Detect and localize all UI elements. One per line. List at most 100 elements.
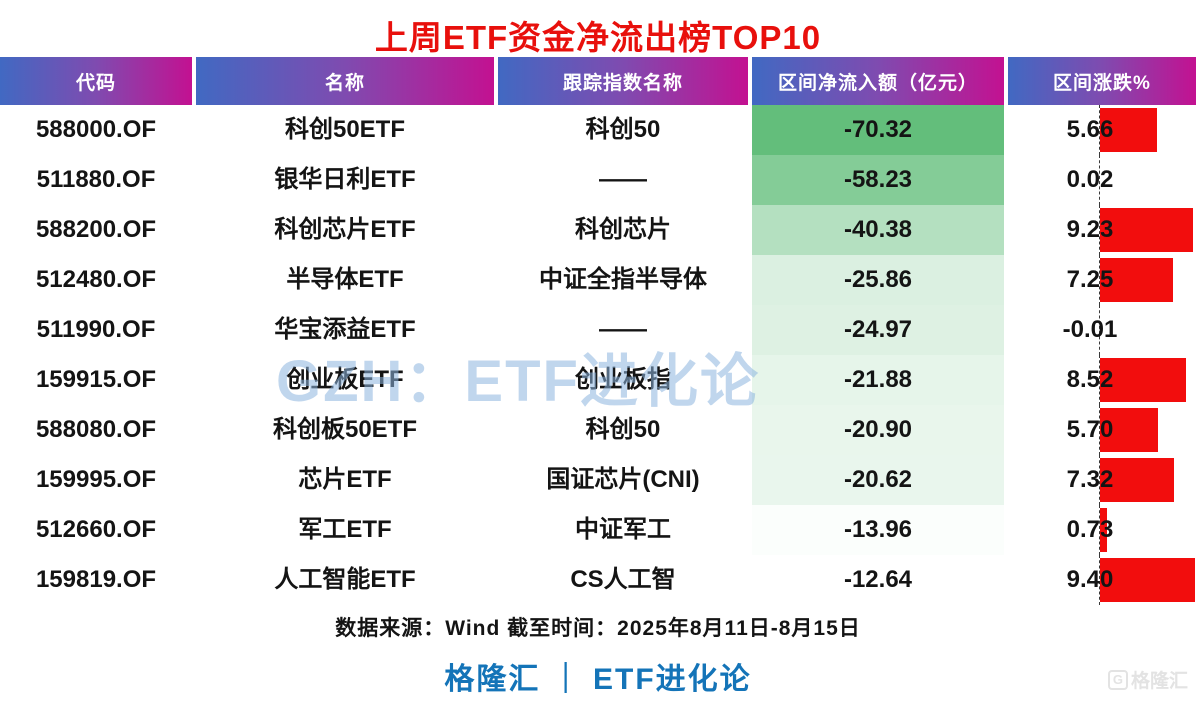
index-name-cell: —— <box>599 166 647 193</box>
code-cell: 512480.OF <box>35 266 157 293</box>
table-body: 588000.OF 科创50ETF 科创50 -70.32 5.66 51188… <box>0 105 1196 605</box>
table-row: 588080.OF 科创板50ETF 科创50 -20.90 5.70 <box>0 405 1196 455</box>
change-pct-label: 8.52 <box>1066 366 1114 393</box>
name-cell: 华宝添益ETF <box>274 316 416 343</box>
change-pct-label: 0.02 <box>1066 166 1114 193</box>
net-flow-cell: -21.88 <box>752 355 1004 405</box>
change-pct-cell: 9.40 <box>1008 555 1196 605</box>
table-row: 512660.OF 军工ETF 中证军工 -13.96 0.73 <box>0 505 1196 555</box>
name-cell: 半导体ETF <box>286 266 404 293</box>
net-flow-cell: -25.86 <box>752 255 1004 305</box>
name-cell: 人工智能ETF <box>274 566 416 593</box>
net-flow-cell: -40.38 <box>752 205 1004 255</box>
change-pct-cell: 5.70 <box>1008 405 1196 455</box>
table-row: 588000.OF 科创50ETF 科创50 -70.32 5.66 <box>0 105 1196 155</box>
table-row: 512480.OF 半导体ETF 中证全指半导体 -25.86 7.25 <box>0 255 1196 305</box>
table-row: 511990.OF 华宝添益ETF —— -24.97 -0.01 <box>0 305 1196 355</box>
zero-axis-line <box>1099 355 1100 405</box>
header-cell-3: 区间净流入额（亿元） <box>752 57 1004 105</box>
gelonghui-logo-text: 格隆汇 <box>1130 671 1188 692</box>
page-title: 上周ETF资金净流出榜TOP10 <box>374 19 822 56</box>
change-pct-cell: 9.23 <box>1008 205 1196 255</box>
change-pct-bar <box>1100 208 1194 252</box>
code-cell: 588080.OF <box>35 416 157 443</box>
index-name-cell: —— <box>599 316 647 343</box>
change-pct-cell: 0.73 <box>1008 505 1196 555</box>
code-cell: 159995.OF <box>35 466 157 493</box>
code-cell: 588000.OF <box>35 116 157 143</box>
header-cell-4: 区间涨跌% <box>1008 57 1196 105</box>
change-pct-bar <box>1100 358 1187 402</box>
zero-axis-line <box>1099 205 1100 255</box>
index-name-cell: 国证芯片(CNI) <box>546 466 700 493</box>
gelonghui-g-icon: G <box>1107 669 1128 690</box>
zero-axis-line <box>1099 305 1100 355</box>
zero-axis-line <box>1099 155 1100 205</box>
name-cell: 科创芯片ETF <box>274 216 416 243</box>
change-pct-label: 0.73 <box>1066 516 1114 543</box>
zero-axis-line <box>1099 555 1100 605</box>
index-name-cell: 中证军工 <box>575 516 671 543</box>
net-flow-cell: -20.62 <box>752 455 1004 505</box>
brand-footer: 格隆汇 ｜ ETF进化论 <box>444 663 752 696</box>
change-pct-bar <box>1100 258 1174 302</box>
change-pct-label: 7.25 <box>1066 266 1114 293</box>
change-pct-bar <box>1100 558 1195 602</box>
name-cell: 芯片ETF <box>298 466 392 493</box>
header-cell-2: 跟踪指数名称 <box>498 57 748 105</box>
change-pct-cell: 7.25 <box>1008 255 1196 305</box>
change-pct-label: -0.01 <box>1062 316 1118 343</box>
name-cell: 科创板50ETF <box>272 416 418 443</box>
change-pct-cell: -0.01 <box>1008 305 1196 355</box>
table-row: 159995.OF 芯片ETF 国证芯片(CNI) -20.62 7.32 <box>0 455 1196 505</box>
code-cell: 159819.OF <box>35 566 157 593</box>
net-flow-cell: -12.64 <box>752 555 1004 605</box>
change-pct-cell: 0.02 <box>1008 155 1196 205</box>
gelonghui-logo: G 格隆汇 <box>1107 666 1188 693</box>
index-name-cell: 中证全指半导体 <box>539 266 707 293</box>
change-pct-bar <box>1100 108 1158 152</box>
change-pct-cell: 5.66 <box>1008 105 1196 155</box>
net-flow-cell: -58.23 <box>752 155 1004 205</box>
code-cell: 511990.OF <box>36 316 156 343</box>
table-row: 588200.OF 科创芯片ETF 科创芯片 -40.38 9.23 <box>0 205 1196 255</box>
change-pct-cell: 7.32 <box>1008 455 1196 505</box>
code-cell: 512660.OF <box>35 516 157 543</box>
zero-axis-line <box>1099 405 1100 455</box>
net-flow-cell: -13.96 <box>752 505 1004 555</box>
change-pct-label: 9.23 <box>1066 216 1114 243</box>
zero-axis-line <box>1099 105 1100 155</box>
index-name-cell: 科创50 <box>585 116 661 143</box>
change-pct-bar <box>1100 408 1158 452</box>
index-name-cell: CS人工智 <box>570 566 676 593</box>
net-flow-cell: -24.97 <box>752 305 1004 355</box>
name-cell: 创业板ETF <box>286 366 404 393</box>
change-pct-label: 5.70 <box>1066 416 1114 443</box>
change-pct-bar <box>1100 458 1174 502</box>
net-flow-cell: -20.90 <box>752 405 1004 455</box>
name-cell: 银华日利ETF <box>274 166 416 193</box>
index-name-cell: 科创50 <box>585 416 661 443</box>
change-pct-bar <box>1100 508 1108 552</box>
code-cell: 511880.OF <box>36 166 156 193</box>
zero-axis-line <box>1099 255 1100 305</box>
change-pct-label: 7.32 <box>1066 466 1114 493</box>
change-pct-cell: 8.52 <box>1008 355 1196 405</box>
change-pct-label: 9.40 <box>1066 566 1114 593</box>
zero-axis-line <box>1099 455 1100 505</box>
header-cell-1: 名称 <box>196 57 494 105</box>
name-cell: 军工ETF <box>298 516 392 543</box>
data-source-note: 数据来源：Wind 截至时间：2025年8月11日-8月15日 <box>335 617 861 640</box>
table-row: 159819.OF 人工智能ETF CS人工智 -12.64 9.40 <box>0 555 1196 605</box>
index-name-cell: 科创芯片 <box>575 216 671 243</box>
code-cell: 159915.OF <box>35 366 157 393</box>
change-pct-label: 5.66 <box>1066 116 1114 143</box>
table-row: 159915.OF 创业板ETF 创业板指 -21.88 8.52 <box>0 355 1196 405</box>
table-row: 511880.OF 银华日利ETF —— -58.23 0.02 <box>0 155 1196 205</box>
table-header-row: 代码 名称 跟踪指数名称 区间净流入额（亿元） 区间涨跌% <box>0 57 1196 105</box>
net-flow-cell: -70.32 <box>752 105 1004 155</box>
code-cell: 588200.OF <box>35 216 157 243</box>
header-cell-0: 代码 <box>0 57 192 105</box>
zero-axis-line <box>1099 505 1100 555</box>
